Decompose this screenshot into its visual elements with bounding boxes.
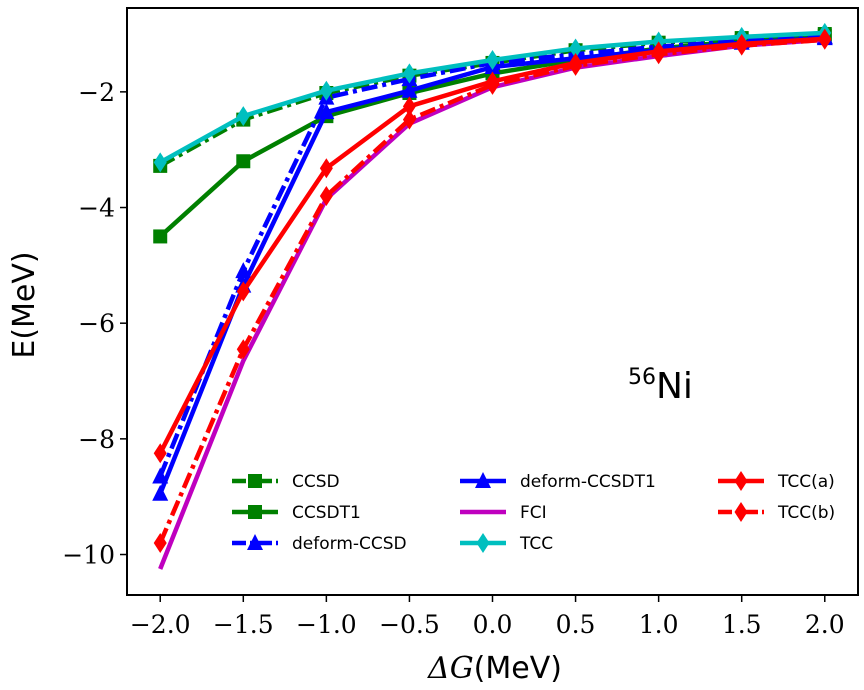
- legend-item: CCSD: [232, 472, 340, 492]
- data-point: [818, 29, 832, 50]
- y-tick-label: −2: [78, 78, 115, 107]
- data-point: [402, 96, 416, 117]
- legend: CCSD CCSDT1 deform-CCSD deform-CCSDT1 FCI TCC…: [232, 471, 835, 554]
- x-tick-label: 1.5: [722, 610, 762, 639]
- data-point: [402, 109, 416, 130]
- x-axis-unit: (MeV): [474, 651, 562, 686]
- series-TCC(b): [153, 29, 832, 553]
- data-point: [153, 229, 168, 244]
- data-point: [486, 74, 499, 95]
- x-axis-symbol: ΔG: [427, 651, 474, 686]
- data-point: [569, 55, 583, 76]
- annotation-text: Ni: [656, 366, 693, 407]
- data-point: [652, 44, 666, 65]
- data-point: [735, 35, 749, 56]
- legend-marker: [734, 471, 748, 491]
- y-tick-label: −8: [78, 425, 115, 454]
- series-FCI: [158, 37, 825, 570]
- y-tick-label: −10: [62, 541, 115, 570]
- legend-item: deform-CCSDT1: [460, 472, 656, 492]
- legend-label: CCSD: [292, 472, 340, 492]
- series-line: [158, 37, 825, 570]
- nucleus-annotation: 56Ni: [628, 365, 693, 407]
- data-point: [153, 443, 167, 464]
- legend-label: TCC: [519, 534, 553, 554]
- series-line: [158, 34, 825, 478]
- x-tick-label: 0.0: [473, 610, 513, 639]
- legend-marker: [476, 533, 490, 553]
- x-tick-label: −1.5: [213, 610, 274, 639]
- axis-ticks: −2.0 −1.5 −1.0 −0.5 0.0 0.5 1.0 1.5 2.0 −2 −4 −6 −8 −…: [62, 78, 844, 639]
- x-tick-label: −0.5: [379, 610, 440, 639]
- x-tick-label: 2.0: [805, 610, 845, 639]
- y-axis-title: E(MeV): [7, 251, 42, 358]
- legend-item: TCC: [460, 533, 553, 554]
- data-point: [236, 106, 250, 127]
- data-point: [153, 152, 167, 173]
- y-tick-label: −6: [78, 309, 115, 338]
- x-tick-label: −2.0: [130, 610, 191, 639]
- data-point: [153, 532, 167, 553]
- legend-label: deform-CCSDT1: [520, 472, 656, 492]
- series-line: [158, 37, 825, 544]
- legend-label: deform-CCSD: [292, 534, 407, 554]
- data-point: [318, 103, 335, 120]
- legend-marker: [734, 502, 748, 522]
- legend-marker: [248, 505, 262, 519]
- x-tick-label: −1.0: [296, 610, 357, 639]
- data-point: [236, 154, 251, 169]
- data-point: [401, 81, 418, 98]
- legend-marker: [475, 472, 491, 488]
- data-point: [486, 50, 499, 71]
- data-point: [236, 281, 250, 302]
- legend-label: TCC(a): [777, 472, 835, 492]
- plot-lines: [152, 22, 833, 570]
- legend-item: FCI: [460, 503, 547, 523]
- data-point: [569, 38, 583, 59]
- legend-label: FCI: [520, 503, 547, 523]
- data-point: [319, 80, 333, 101]
- x-tick-label: 1.0: [639, 610, 679, 639]
- data-point: [402, 63, 416, 84]
- x-tick-label: 0.5: [556, 610, 596, 639]
- series-deform-CCSDT1: [152, 29, 833, 501]
- data-point: [236, 339, 250, 360]
- legend-item: CCSDT1: [232, 503, 361, 523]
- annotation-superscript: 56: [628, 365, 656, 390]
- data-point: [152, 484, 169, 501]
- legend-label: TCC(b): [777, 503, 835, 523]
- legend-marker: [247, 534, 263, 550]
- data-point: [319, 158, 333, 179]
- legend-item: deform-CCSD: [232, 534, 407, 554]
- data-point: [319, 185, 333, 206]
- legend-marker: [248, 474, 262, 488]
- legend-item: TCC(a): [718, 471, 835, 492]
- x-axis-title: ΔG(MeV): [427, 651, 562, 686]
- legend-item: TCC(b): [718, 502, 835, 523]
- series-deform-CCSD: [152, 27, 833, 484]
- y-tick-label: −4: [78, 194, 115, 223]
- legend-label: CCSDT1: [292, 503, 361, 523]
